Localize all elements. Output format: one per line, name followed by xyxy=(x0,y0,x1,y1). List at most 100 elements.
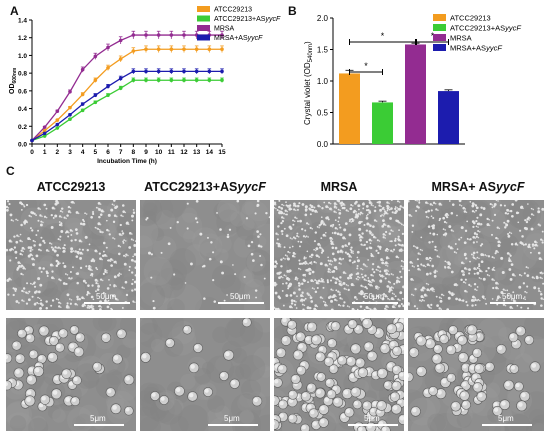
sem-cell-small xyxy=(340,204,343,207)
sem-cell-highlight xyxy=(338,357,343,362)
x-tick-label: 13 xyxy=(193,149,201,156)
sem-cell-small xyxy=(276,307,280,310)
sem-background-grain xyxy=(251,260,270,287)
sem-cell-small xyxy=(432,201,436,204)
sem-cell-small xyxy=(365,216,369,220)
sem-cell-small xyxy=(99,278,103,281)
sem-cell-small xyxy=(280,258,283,261)
sem-cell-small xyxy=(328,262,331,265)
data-point xyxy=(194,78,199,83)
sem-cell-small xyxy=(431,264,434,268)
sem-cell-small xyxy=(176,220,179,224)
sem-cell-small xyxy=(27,298,31,302)
sem-cell-small xyxy=(418,299,421,302)
sem-cell-small xyxy=(369,308,372,310)
sem-background-grain xyxy=(213,202,231,220)
sem-cell-small xyxy=(378,204,381,207)
sem-cell-small xyxy=(542,298,544,301)
sem-cell-small xyxy=(449,246,453,250)
sem-background-grain xyxy=(140,200,156,211)
sem-cell-small xyxy=(292,219,295,222)
sem-cell-small xyxy=(295,301,297,303)
sem-cell-small xyxy=(471,204,475,208)
sem-cell-small xyxy=(432,232,436,236)
sem-cell-small xyxy=(32,239,35,242)
sem-background-grain xyxy=(252,223,270,251)
sem-cell-highlight xyxy=(440,335,445,340)
sem-cell-small xyxy=(389,226,391,228)
sem-cell-small xyxy=(40,220,43,223)
sem-cell-small xyxy=(398,221,401,224)
sem-cell-small xyxy=(446,261,448,263)
sem-cell-small xyxy=(79,256,82,260)
sem-cell-small xyxy=(422,264,425,267)
sem-cell-highlight xyxy=(334,398,339,404)
sem-cell-small xyxy=(497,287,499,290)
legend-label-1: ATCC29213+ASyycF xyxy=(450,24,521,33)
sem-cell-small xyxy=(210,241,213,244)
sem-cell-small xyxy=(128,269,131,272)
sem-cell-small xyxy=(523,296,526,298)
sem-background-grain xyxy=(81,370,100,389)
sem-background-grain xyxy=(239,391,255,408)
sem-cell-small xyxy=(438,296,441,299)
sem-cell-small xyxy=(515,211,519,215)
sem-background-grain xyxy=(427,413,447,431)
sem-cell-small xyxy=(124,240,127,242)
y-tick-label: 0.0 xyxy=(18,142,27,149)
sem-cell-small xyxy=(436,233,439,236)
panel-letter-a: A xyxy=(10,4,19,18)
sem-background-grain xyxy=(417,204,446,234)
sem-cell-small xyxy=(45,249,49,252)
sem-cell-small xyxy=(196,221,199,224)
sem-cell-small xyxy=(503,221,506,224)
sem-cell-small xyxy=(319,296,323,299)
sem-cell-small xyxy=(27,237,31,241)
sem-cell-small xyxy=(430,257,433,260)
sem-cell-small xyxy=(358,292,361,295)
sem-cell-small xyxy=(21,299,24,302)
sem-cell-small xyxy=(443,220,447,224)
sem-cell-small xyxy=(387,224,390,228)
sem-cell-small xyxy=(274,291,278,295)
series-line-2 xyxy=(31,34,222,141)
sem-texture xyxy=(408,200,544,310)
sem-cell-small xyxy=(542,282,544,285)
sem-cell-highlight xyxy=(301,425,306,430)
sem-cell-small xyxy=(14,250,18,254)
sem-cell-small xyxy=(391,289,393,292)
sem-background-grain xyxy=(20,207,46,233)
sem-cell-small xyxy=(132,209,135,211)
sem-cell-small xyxy=(484,298,487,300)
sem-cell-small xyxy=(397,237,400,241)
sem-cell-small xyxy=(478,231,481,233)
sem-cell-small xyxy=(350,218,354,221)
sem-cell-small xyxy=(340,281,342,283)
sem-cell-small xyxy=(386,201,389,204)
sem-background-grain xyxy=(506,200,538,230)
sem-cell-small xyxy=(460,299,463,302)
sem-cell-highlight xyxy=(52,390,58,395)
sem-cell-highlight xyxy=(473,349,478,354)
sem-cell-small xyxy=(367,283,370,286)
sem-cell-small xyxy=(346,305,349,307)
sem-cell-small xyxy=(434,202,437,205)
sem-cell-small xyxy=(304,236,307,238)
sem-background-grain xyxy=(47,241,63,256)
sem-background-grain xyxy=(465,262,478,276)
sem-cell-small xyxy=(323,281,325,283)
sem-cell-small xyxy=(84,304,87,307)
sem-cell-small xyxy=(77,252,80,255)
sem-texture xyxy=(408,318,544,431)
sem-cell-small xyxy=(363,293,365,295)
sem-cell-small xyxy=(444,229,447,231)
sem-cell-small xyxy=(387,280,390,283)
sem-cell-small xyxy=(509,277,513,281)
sem-cell-small xyxy=(372,204,374,207)
sem-cell-small xyxy=(40,249,42,252)
y-tick-label: 2.0 xyxy=(317,14,329,23)
sem-cell-small xyxy=(540,297,543,300)
sem-cell-small xyxy=(509,254,512,257)
sem-cell-small xyxy=(324,301,327,304)
data-point xyxy=(169,78,174,83)
